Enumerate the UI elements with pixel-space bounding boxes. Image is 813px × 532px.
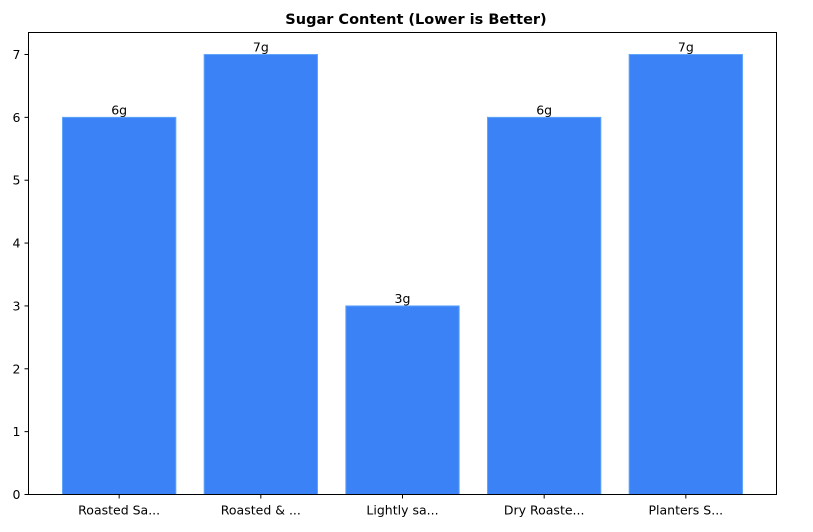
data-label-2: 3g (395, 291, 411, 306)
y-tick-label-6: 6 (13, 110, 21, 125)
bar-4 (628, 54, 744, 495)
bar-0 (62, 116, 177, 495)
x-tick-label-2: Lightly sa... (366, 503, 438, 518)
y-tick-label-1: 1 (13, 424, 21, 439)
x-tick-label-4: Planters S... (648, 503, 723, 518)
plot-frame (28, 32, 777, 495)
bar-2 (345, 305, 460, 495)
bars: 6g 7g 3g 6g 7g (62, 40, 744, 495)
y-tick-label-4: 4 (13, 236, 21, 251)
bar-1 (203, 54, 319, 495)
x-axis: Roasted Sa... Roasted & ... Lightly sa... D… (78, 494, 723, 518)
x-tick-label-1: Roasted & ... (221, 503, 301, 518)
data-label-4: 7g (678, 40, 694, 55)
y-tick-label-5: 5 (13, 173, 21, 188)
chart-title: Sugar Content (Lower is Better) (285, 12, 546, 28)
y-tick-label-7: 7 (13, 47, 21, 62)
y-tick-label-2: 2 (13, 361, 21, 376)
data-label-0: 6g (111, 102, 127, 117)
y-axis: 0 1 2 3 4 5 6 7 (13, 47, 29, 502)
data-label-3: 6g (536, 102, 552, 117)
data-label-1: 7g (253, 40, 269, 55)
y-tick-label-0: 0 (13, 487, 21, 502)
x-tick-label-3: Dry Roaste... (504, 503, 585, 518)
y-tick-label-3: 3 (13, 298, 21, 313)
bar-3 (487, 116, 602, 495)
x-tick-label-0: Roasted Sa... (78, 503, 160, 518)
